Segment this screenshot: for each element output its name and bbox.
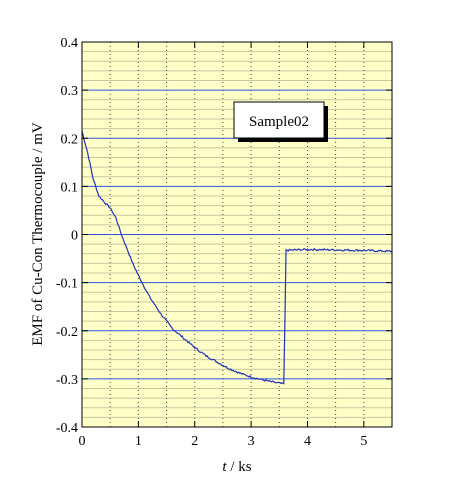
y-tick-label: 0.1 bbox=[61, 180, 79, 195]
legend-label: Sample02 bbox=[249, 114, 309, 130]
x-axis-separator: / bbox=[230, 459, 235, 475]
x-axis-label: t / ks bbox=[222, 459, 251, 475]
x-tick-label: 2 bbox=[191, 434, 198, 449]
y-tick-label: 0.2 bbox=[61, 132, 79, 147]
x-axis-unit: ks bbox=[238, 459, 252, 475]
y-tick-label: -0.4 bbox=[56, 421, 78, 436]
x-tick-label: 5 bbox=[360, 434, 367, 449]
legend-box bbox=[233, 101, 325, 139]
x-tick-label: 0 bbox=[79, 434, 86, 449]
y-tick-label: -0.3 bbox=[56, 373, 78, 388]
x-tick-label: 4 bbox=[304, 434, 311, 449]
x-tick-labels: 0 1 2 3 4 5 bbox=[79, 434, 368, 449]
y-tick-label: 0.3 bbox=[61, 84, 79, 99]
series-group bbox=[81, 130, 393, 385]
x-tick-label: 3 bbox=[248, 434, 255, 449]
y-tick-label: -0.1 bbox=[56, 277, 78, 292]
x-tick-label: 1 bbox=[135, 434, 142, 449]
y-tick-label: 0.4 bbox=[61, 36, 79, 51]
minor-gridlines bbox=[82, 51, 392, 418]
legend: Sample02 bbox=[233, 101, 328, 142]
y-axis-label: EMF of Cu-Con Thermocouple / mV bbox=[30, 122, 46, 346]
axis-ticks bbox=[81, 41, 392, 428]
y-tick-label: 0 bbox=[71, 229, 78, 244]
x-axis-variable: t bbox=[222, 459, 227, 475]
y-tick-label: -0.2 bbox=[56, 325, 78, 340]
y-tick-labels: -0.4 -0.3 -0.2 -0.1 0 0.1 0.2 0.3 0.4 bbox=[56, 36, 78, 436]
series-line bbox=[81, 130, 393, 385]
